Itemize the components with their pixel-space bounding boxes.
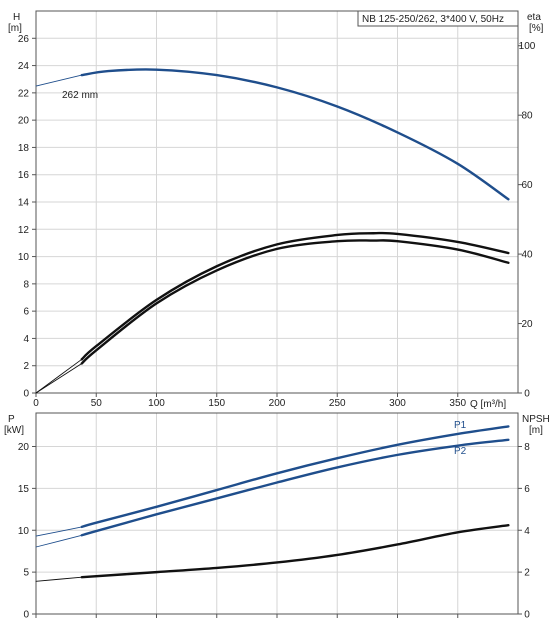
right-y-tick-label-bottom: 4 bbox=[524, 526, 530, 537]
left-y-tick-label: 12 bbox=[18, 225, 30, 236]
left-y-tick-label: 18 bbox=[18, 143, 30, 154]
left-y-tick-label: 2 bbox=[23, 361, 29, 372]
left-y-tick-label-bottom: 15 bbox=[18, 484, 30, 495]
npsh-curve-extrapolated bbox=[35, 576, 83, 582]
left-y-tick-label: 20 bbox=[18, 116, 30, 127]
left-y-tick-label: 0 bbox=[23, 389, 29, 400]
bottom-plot-grid bbox=[35, 413, 518, 615]
left-axis-unit-top: [m] bbox=[8, 23, 22, 34]
left-y-tick-label: 24 bbox=[18, 61, 30, 72]
x-tick-label: 250 bbox=[329, 398, 346, 409]
p2-curve bbox=[80, 438, 510, 537]
left-y-tick-label: 14 bbox=[18, 198, 30, 209]
top-plot-ticks: 0 50 100 150 200 250 300 3500246810121416182022… bbox=[18, 34, 536, 409]
right-y-tick-label-bottom: 2 bbox=[524, 568, 530, 579]
eta-upper-curve bbox=[80, 231, 510, 361]
left-axis-name-bottom: P bbox=[8, 414, 15, 425]
impeller-diameter-label: 262 mm bbox=[62, 90, 98, 101]
right-y-tick-label-bottom: 6 bbox=[524, 484, 530, 495]
right-axis-unit-bottom: [m] bbox=[529, 425, 543, 436]
eta-lower-curve-extrapolated bbox=[35, 363, 83, 394]
left-y-tick-label-bottom: 0 bbox=[23, 610, 29, 621]
p2-curve-extrapolated bbox=[35, 534, 83, 548]
bottom-plot-ticks: 0 5 10 15 20 0 2 4 6 8 bbox=[18, 442, 530, 621]
eta-upper-curve-extrapolated bbox=[35, 358, 83, 394]
x-tick-label: 200 bbox=[269, 398, 286, 409]
x-tick-label: 0 bbox=[33, 398, 39, 409]
head-curve bbox=[80, 68, 510, 201]
right-y-tick-label-bottom: 8 bbox=[524, 442, 530, 453]
right-y-tick-label: 40 bbox=[521, 250, 533, 261]
left-y-tick-label-bottom: 10 bbox=[18, 526, 30, 537]
left-y-tick-label: 4 bbox=[23, 334, 29, 345]
top-plot-grid bbox=[35, 11, 518, 394]
left-y-tick-label: 6 bbox=[23, 307, 29, 318]
head-curve-extrapolated bbox=[35, 74, 83, 87]
x-tick-label: 100 bbox=[148, 398, 165, 409]
left-y-tick-label: 26 bbox=[18, 34, 30, 45]
p2-label: P2 bbox=[454, 446, 467, 457]
right-axis-name-top: eta bbox=[527, 12, 541, 23]
left-y-tick-label: 22 bbox=[18, 88, 30, 99]
right-y-tick-label: 80 bbox=[521, 111, 533, 122]
right-y-tick-label-bottom: 0 bbox=[524, 610, 530, 621]
eta-lower-curve bbox=[80, 239, 510, 365]
left-y-tick-label: 10 bbox=[18, 252, 30, 263]
p1-curve-extrapolated bbox=[35, 526, 83, 537]
chart-title: NB 125-250/262, 3*400 V, 50Hz bbox=[362, 14, 504, 25]
right-axis-unit-top: [%] bbox=[529, 23, 544, 34]
x-tick-label: 300 bbox=[389, 398, 406, 409]
left-y-tick-label-bottom: 5 bbox=[23, 568, 29, 579]
chart-title-box bbox=[357, 10, 519, 27]
right-y-tick-label: 20 bbox=[521, 319, 533, 330]
p1-label: P1 bbox=[454, 420, 467, 431]
left-axis-unit-bottom: [kW] bbox=[4, 425, 24, 436]
curves bbox=[35, 68, 510, 582]
right-axis-name-bottom: NPSH bbox=[522, 414, 550, 425]
npsh-curve bbox=[80, 524, 510, 579]
right-y-tick-label: 60 bbox=[521, 180, 533, 191]
left-y-tick-label: 8 bbox=[23, 279, 29, 290]
x-axis-label: Q [m³/h] bbox=[470, 399, 506, 410]
x-tick-label: 350 bbox=[449, 398, 466, 409]
x-tick-label: 50 bbox=[91, 398, 103, 409]
left-axis-name-top: H bbox=[13, 12, 20, 23]
p1-curve bbox=[80, 425, 510, 529]
x-tick-label: 150 bbox=[208, 398, 225, 409]
right-y-tick-label: 0 bbox=[524, 389, 530, 400]
left-y-tick-label-bottom: 20 bbox=[18, 442, 30, 453]
right-y-tick-label: 100 bbox=[519, 41, 536, 52]
left-y-tick-label: 16 bbox=[18, 170, 30, 181]
